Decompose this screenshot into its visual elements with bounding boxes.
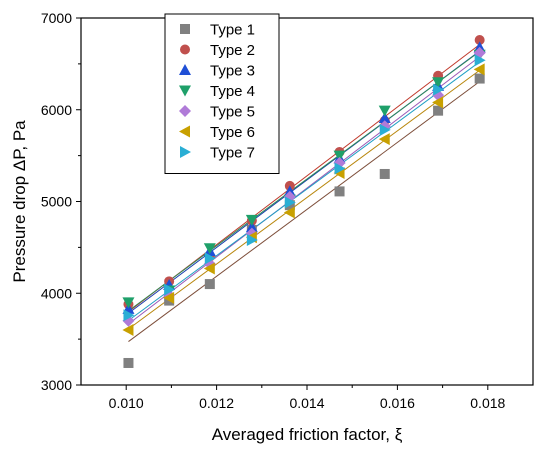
trendline-type-5 (128, 56, 480, 325)
y-axis-title: Pressure drop ΔP, Pa (10, 120, 29, 283)
y-tick-label: 5000 (41, 194, 72, 210)
point-type-7 (246, 234, 258, 247)
point-type-2 (474, 35, 485, 46)
point-type-5 (122, 314, 135, 327)
y-tick-label: 7000 (41, 10, 72, 26)
legend-marker-type-4 (179, 85, 191, 97)
legend-marker-type-3 (179, 64, 191, 75)
point-type-7 (123, 309, 135, 322)
point-type-6 (163, 291, 175, 304)
x-tick-label: 0.016 (380, 395, 415, 411)
ticks-layer: 0.010 0.012 0.014 0.016 0.018 3000 4000 5000 600… (41, 10, 506, 411)
x-axis-title: Averaged friction factor, ξ (212, 425, 403, 444)
point-type-4 (432, 77, 445, 89)
point-type-1 (433, 105, 444, 116)
legend-marker-type-6 (179, 125, 190, 138)
trendline-type-7 (128, 61, 480, 321)
legend-label: Type 2 (210, 42, 255, 59)
trendline-type-6 (128, 69, 480, 330)
x-tick-label: 0.018 (470, 395, 505, 411)
y-tick-label: 6000 (41, 102, 72, 118)
point-type-7 (379, 123, 391, 136)
point-type-6 (203, 262, 215, 275)
legend-marker-type-5 (179, 105, 191, 117)
legend-marker-type-1 (180, 24, 190, 34)
point-type-1 (123, 357, 134, 368)
point-type-6 (283, 206, 295, 219)
legend-marker-type-2 (180, 44, 190, 55)
markers-layer (122, 35, 486, 368)
point-type-4 (333, 150, 346, 162)
point-type-1 (204, 279, 215, 290)
point-type-7 (334, 162, 346, 175)
legend-label: Type 7 (210, 145, 255, 162)
trendlines-layer (128, 44, 480, 342)
x-tick-label: 0.014 (289, 395, 324, 411)
legend-label: Type 1 (210, 22, 255, 39)
point-type-7 (204, 252, 216, 265)
legend-label: Type 6 (210, 124, 255, 141)
point-type-1 (379, 168, 390, 179)
trendline-type-4 (128, 51, 480, 312)
point-type-6 (432, 96, 444, 109)
y-tick-label: 3000 (41, 377, 72, 393)
legend-label: Type 4 (210, 83, 255, 100)
point-type-1 (474, 73, 485, 84)
y-tick-label: 4000 (41, 285, 72, 301)
point-type-3 (473, 41, 486, 53)
point-type-4 (203, 243, 216, 255)
point-type-7 (474, 54, 486, 67)
x-tick-label: 0.010 (109, 395, 144, 411)
legend-marker-type-7 (180, 146, 191, 158)
point-type-3 (245, 221, 258, 233)
legend: Type 1 Type 2 Type 3 Type 4 Type 5 Type 6 Type… (164, 13, 280, 174)
point-type-6 (473, 63, 485, 76)
point-type-4 (378, 105, 391, 117)
point-type-7 (284, 196, 296, 209)
point-type-3 (283, 185, 296, 197)
point-type-6 (378, 133, 390, 146)
point-type-4 (122, 297, 135, 309)
point-type-7 (164, 283, 176, 296)
point-type-1 (334, 186, 345, 197)
x-tick-label: 0.012 (199, 395, 234, 411)
legend-label: Type 3 (210, 63, 255, 80)
point-type-7 (433, 83, 445, 96)
trendline-type-1 (128, 81, 480, 342)
point-type-4 (245, 214, 258, 226)
legend-label: Type 5 (210, 104, 255, 121)
point-type-3 (378, 112, 391, 124)
point-type-6 (122, 323, 134, 336)
